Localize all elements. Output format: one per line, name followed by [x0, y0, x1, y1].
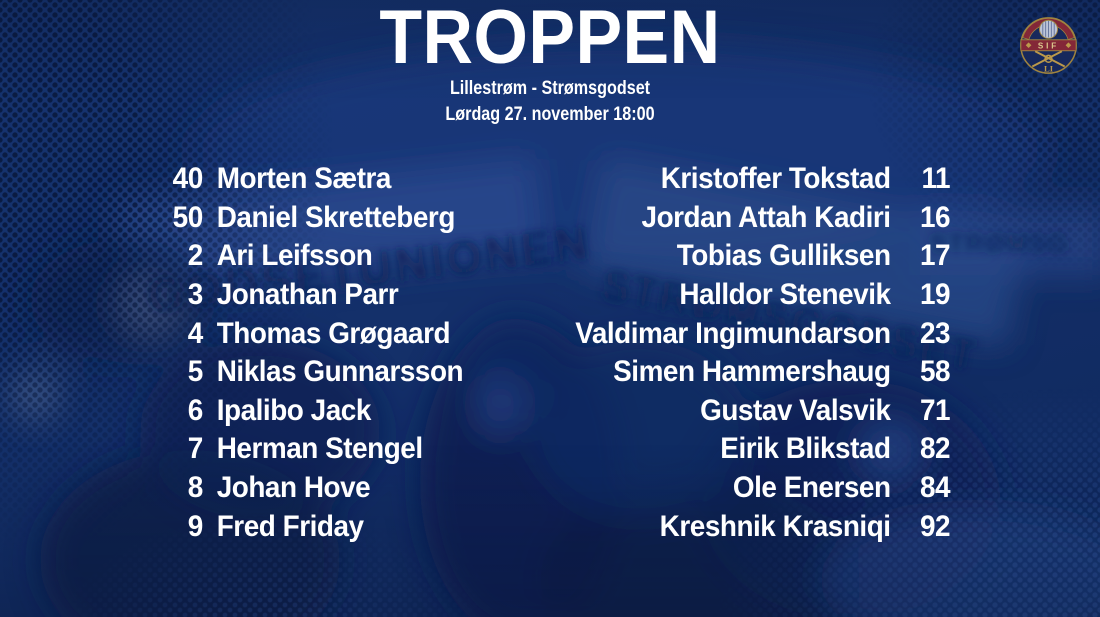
player-name: Herman Stengel — [216, 432, 423, 466]
player-number: 6 — [187, 393, 204, 427]
player-number: 11 — [921, 162, 950, 196]
player-name: Eirik Blikstad — [720, 432, 891, 466]
player-number: 2 — [187, 239, 204, 273]
player-number: 7 — [187, 432, 204, 466]
player-name: Fred Friday — [216, 509, 364, 543]
player-row: 8 Johan Hove — [160, 469, 520, 508]
player-row: Halldor Stenevik 19 — [575, 276, 950, 315]
match-teams: Lillestrøm - Strømsgodset — [449, 78, 651, 99]
player-name: Gustav Valsvik — [700, 393, 891, 427]
player-row: Kreshnik Krasniqi 92 — [575, 507, 951, 546]
player-number: 50 — [172, 200, 204, 234]
players-right-column: Kristoffer Tokstad 11 Jordan Attah Kadiri 1… — [575, 160, 950, 546]
player-name: Ole Enersen — [732, 471, 891, 505]
player-number: 23 — [919, 316, 951, 350]
player-number: 82 — [919, 432, 951, 466]
player-name: Tobias Gulliksen — [676, 239, 891, 273]
player-number: 8 — [187, 471, 204, 505]
player-name: Jordan Attah Kadiri — [641, 200, 891, 234]
player-row: 50 Daniel Skretteberg — [160, 199, 520, 238]
player-number: 5 — [187, 355, 204, 389]
player-number: 17 — [919, 239, 951, 273]
banner-text: STRØMSG — [930, 228, 1068, 258]
player-name: Kreshnik Krasniqi — [659, 509, 891, 543]
player-number: 40 — [172, 162, 204, 196]
player-name: Johan Hove — [216, 471, 371, 505]
player-row: 9 Fred Friday — [160, 507, 520, 546]
player-number: 9 — [187, 509, 204, 543]
player-row: 7 Herman Stengel — [160, 430, 520, 469]
player-name: Ipalibo Jack — [216, 393, 372, 427]
player-number: 3 — [187, 278, 204, 312]
player-name: Kristoffer Tokstad — [660, 162, 891, 196]
player-name: Simen Hammershaug — [613, 355, 891, 389]
player-row: 2 Ari Leifsson — [160, 237, 520, 276]
player-name: Niklas Gunnarsson — [216, 355, 464, 389]
player-name: Morten Sætra — [216, 162, 392, 196]
page-title: TROPPEN — [379, 0, 721, 80]
player-name: Valdimar Ingimundarson — [575, 316, 891, 350]
player-number: 71 — [919, 393, 951, 427]
player-row: 4 Thomas Grøgaard — [160, 314, 520, 353]
players-list: 40 Morten Sætra 50 Daniel Skretteberg 2 Ari L… — [160, 160, 951, 546]
player-name: Jonathan Parr — [216, 278, 399, 312]
match-datetime: Lørdag 27. november 18:00 — [445, 104, 655, 125]
player-name: Daniel Skretteberg — [216, 200, 456, 234]
player-row: Gustav Valsvik 71 — [575, 392, 950, 431]
player-row: Jordan Attah Kadiri 16 — [575, 199, 950, 238]
player-number: 58 — [919, 355, 951, 389]
player-number: 16 — [919, 200, 951, 234]
player-row: Tobias Gulliksen 17 — [575, 237, 951, 276]
player-row: Valdimar Ingimundarson 23 — [575, 314, 950, 353]
player-name: Halldor Stenevik — [679, 278, 891, 312]
player-row: Ole Enersen 84 — [575, 469, 951, 508]
player-number: 84 — [919, 471, 951, 505]
player-row: 6 Ipalibo Jack — [160, 392, 520, 431]
player-name: Ari Leifsson — [216, 239, 373, 273]
player-name: Thomas Grøgaard — [216, 316, 451, 350]
player-row: Kristoffer Tokstad 11 — [575, 160, 951, 199]
player-row: 5 Niklas Gunnarsson — [160, 353, 520, 392]
player-number: 19 — [919, 278, 951, 312]
players-left-column: 40 Morten Sætra 50 Daniel Skretteberg 2 Ari L… — [160, 160, 520, 546]
player-number: 4 — [187, 316, 204, 350]
player-row: 3 Jonathan Parr — [160, 276, 520, 315]
player-number: 92 — [919, 509, 951, 543]
player-row: Simen Hammershaug 58 — [575, 353, 950, 392]
player-row: 40 Morten Sætra — [160, 160, 520, 199]
player-row: Eirik Blikstad 82 — [575, 430, 950, 469]
